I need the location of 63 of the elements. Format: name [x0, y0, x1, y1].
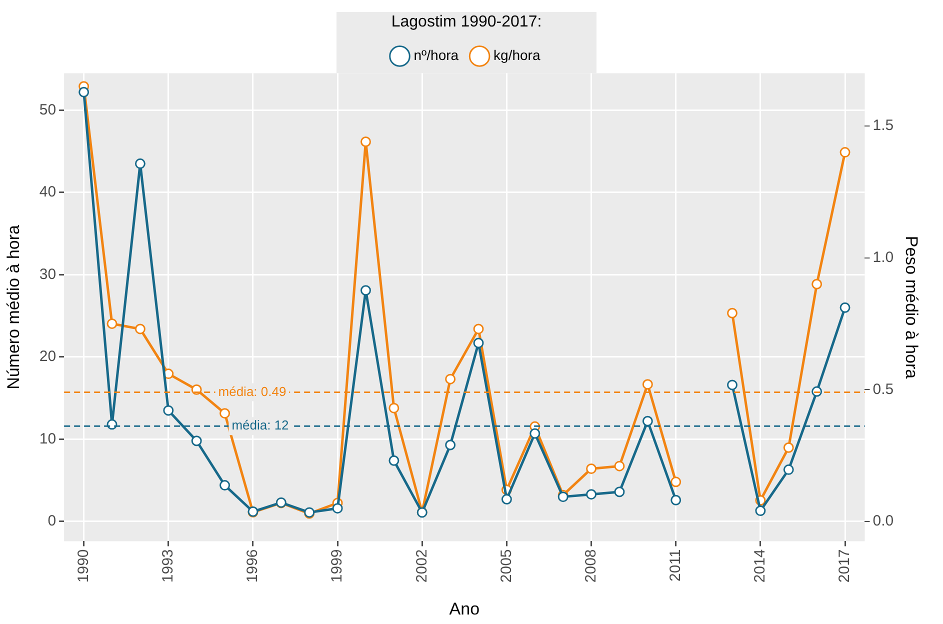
point: [388, 455, 400, 466]
y2-tick-label: 1.5: [872, 117, 894, 134]
point: [78, 86, 90, 98]
y-tick-label: 0: [48, 512, 56, 530]
x-tick-label: 1996: [244, 549, 262, 583]
legend-title: Lagostim 1990-2017:: [391, 13, 542, 30]
point: [614, 486, 625, 498]
point: [812, 278, 822, 290]
y-tick-label: 20: [39, 348, 56, 366]
point: [220, 408, 230, 419]
point: [726, 308, 738, 318]
point: [220, 480, 230, 491]
y-axis-title: Número médio à hora: [4, 224, 23, 390]
point: [670, 476, 682, 488]
ref-line-label: média: 12: [232, 418, 289, 433]
point: [783, 442, 794, 453]
point: [501, 494, 512, 505]
point: [586, 489, 597, 500]
point: [332, 503, 343, 514]
y-tick-label: 30: [39, 266, 56, 283]
y2-tick-label: 1.0: [872, 248, 894, 266]
point: [840, 302, 850, 313]
point: [445, 440, 456, 450]
y-tick-label: 50: [39, 101, 56, 118]
x-tick-label: 1990: [74, 549, 92, 583]
point: [360, 285, 371, 296]
y-tick-label: 10: [39, 430, 56, 448]
point: [191, 436, 202, 446]
point: [473, 338, 484, 348]
x-tick-label: 2008: [582, 549, 600, 583]
point: [106, 318, 118, 329]
x-tick-label: 2017: [836, 549, 854, 583]
legend-label: nº/hora: [414, 47, 459, 64]
point: [755, 506, 766, 516]
y2-tick-label: 0.0: [872, 512, 894, 530]
x-axis-title: Ano: [449, 599, 480, 618]
legend-label: kg/hora: [494, 47, 540, 64]
point: [530, 428, 540, 439]
point: [642, 379, 653, 390]
point: [163, 405, 174, 416]
x-tick-label: 1999: [328, 549, 346, 583]
point: [783, 464, 794, 475]
x-tick-label: 1993: [160, 549, 177, 583]
point: [586, 463, 597, 474]
y-tick-label: 40: [39, 184, 56, 201]
point: [134, 324, 146, 334]
x-tick-label: 2011: [667, 549, 684, 582]
point: [642, 416, 653, 426]
point: [726, 380, 738, 390]
y2-tick-label: 0.5: [872, 380, 894, 398]
point: [473, 324, 484, 334]
point: [614, 460, 625, 472]
point: [388, 402, 400, 414]
point: [360, 136, 371, 148]
point: [840, 147, 850, 158]
point: [670, 494, 682, 506]
point: [134, 158, 146, 169]
ref-line-label: média: 0.49: [218, 384, 286, 399]
y2-axis-title: Peso médio à hora: [902, 236, 922, 380]
point: [445, 374, 456, 384]
x-tick-label: 2002: [413, 549, 430, 583]
x-tick-label: 2014: [752, 549, 769, 583]
x-tick-label: 2005: [498, 549, 515, 583]
